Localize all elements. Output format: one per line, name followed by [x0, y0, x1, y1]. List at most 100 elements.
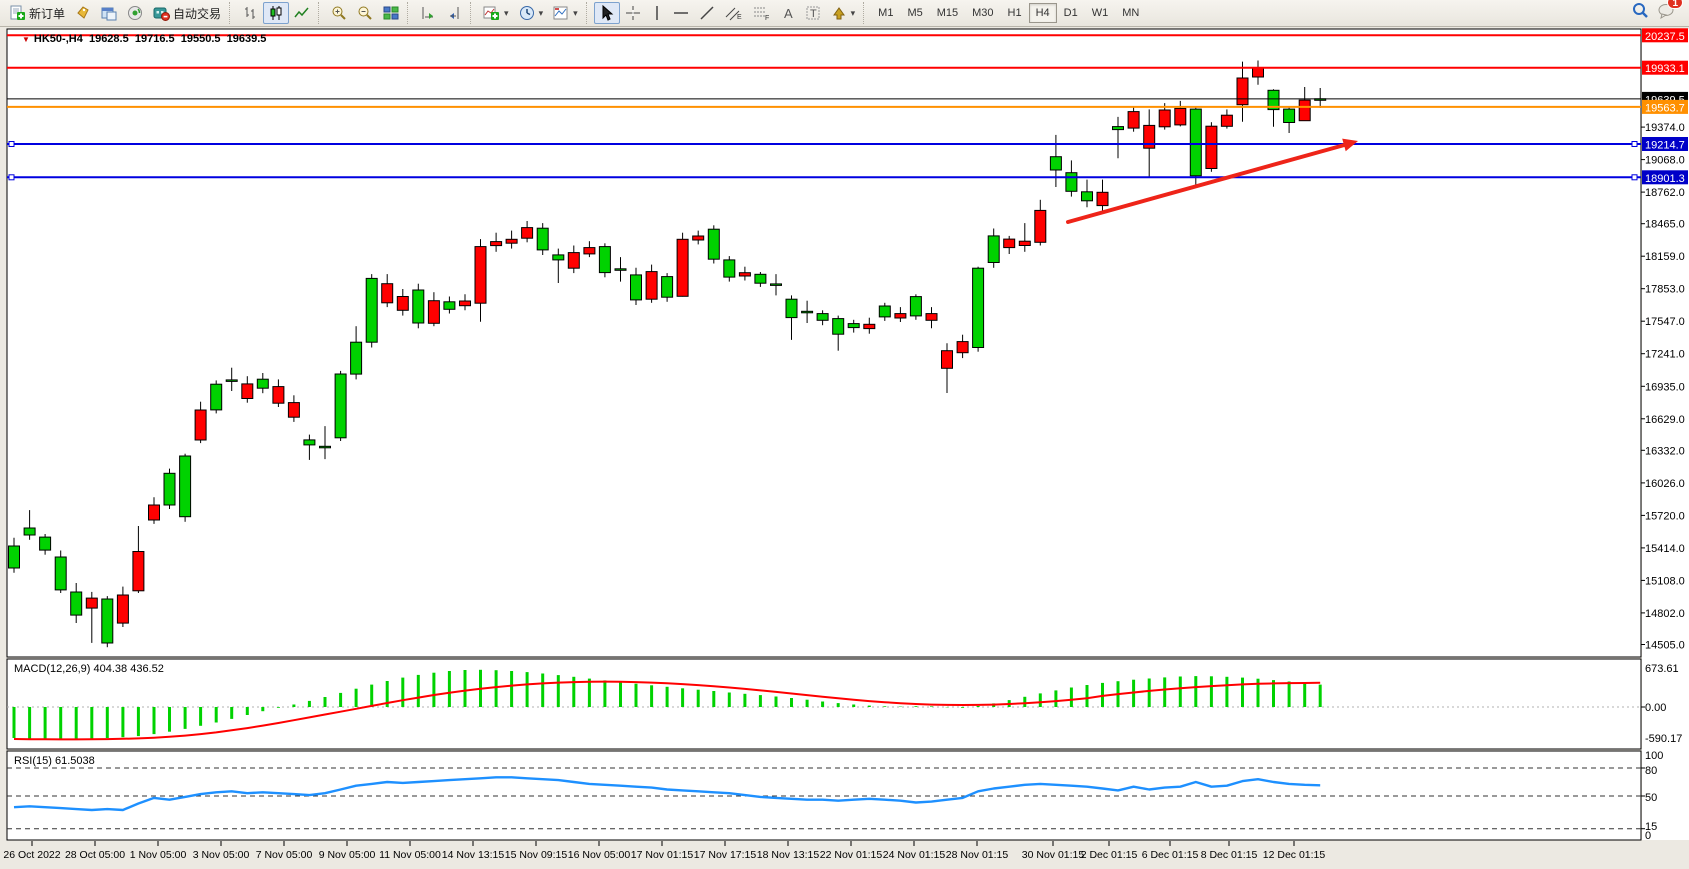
candle-body-up [832, 318, 845, 335]
candle-body-up [878, 305, 891, 318]
arrows-button[interactable]: ▾ [826, 2, 861, 24]
text-button[interactable]: A [776, 2, 800, 24]
timeframe-h4-button[interactable]: H4 [1028, 3, 1057, 23]
candle-body-up [1189, 108, 1202, 177]
candle-body-down [396, 296, 409, 311]
timeframe-h1-button[interactable]: H1 [1007, 7, 1022, 19]
bar-chart-button[interactable] [237, 2, 263, 24]
timeframe-m15-button[interactable]: M15 [936, 7, 959, 19]
candle-body-down [1096, 191, 1109, 207]
rsi-line [13, 776, 1321, 812]
vertical-line-button[interactable] [646, 2, 668, 24]
candlestick-button[interactable] [263, 2, 290, 24]
crosshair-button[interactable] [620, 2, 646, 24]
date-tick-label: 22 Nov 01:15 [820, 849, 883, 861]
hline-handle[interactable] [8, 141, 15, 147]
date-tick-label: 15 Nov 09:15 [505, 849, 568, 861]
timeframe-m5-button[interactable]: M5 [907, 7, 923, 19]
timeframe-m1-button[interactable]: M1 [878, 7, 894, 19]
text-label-button[interactable]: T [800, 2, 826, 24]
candle-body-up [661, 276, 674, 298]
date-tick-label: 30 Nov 01:15 [1022, 849, 1085, 861]
candle-body-down [567, 252, 580, 269]
chart-canvas[interactable]: 19374.0 19068.0 18762.0 18465.0 18159.0 17853… [0, 27, 1689, 864]
timeframe-d1-button[interactable]: D1 [1063, 7, 1078, 19]
symbol-header: ▼ HK50-,H4 19628.5 19716.5 19550.5 19639.… [22, 33, 266, 45]
signal-icon [127, 5, 143, 21]
zoom-out-button[interactable] [352, 2, 378, 24]
trend-arrow-head[interactable] [1342, 138, 1358, 152]
main-chart-panel[interactable] [6, 28, 1642, 658]
linechart-icon [294, 5, 310, 21]
signals-button[interactable] [122, 2, 148, 24]
timeframe-m30-button[interactable]: M30 [972, 7, 994, 19]
candle-body-down [1205, 125, 1218, 169]
auto-trading-button-label: 自动交易 [173, 6, 222, 21]
price-axis-area[interactable] [1642, 29, 1689, 840]
tiles-icon [383, 5, 399, 21]
candle-body-down [941, 350, 953, 369]
channel-icon: E [725, 5, 743, 21]
auto-scroll-button[interactable] [415, 2, 441, 24]
search-icon[interactable] [1632, 2, 1649, 24]
auto-trading-button[interactable]: 自动交易 [148, 2, 226, 24]
templates-button[interactable]: ▾ [548, 2, 583, 24]
candle-body-down [676, 238, 689, 297]
candle-body-up [614, 268, 627, 271]
price-tick-label: 19374.0 [1645, 122, 1685, 134]
symbol-collapse-icon[interactable]: ▼ [22, 35, 30, 44]
timeframe-w1-button[interactable]: W1 [1091, 7, 1109, 19]
candle-body-down [85, 597, 98, 609]
candle-body-up [1081, 191, 1093, 202]
zoom-in-button[interactable] [326, 2, 352, 24]
chart-window[interactable]: 19374.0 19068.0 18762.0 18465.0 18159.0 17853… [0, 27, 1689, 864]
equidistant-channel-button[interactable]: E [720, 2, 748, 24]
chart-shift-button[interactable] [441, 2, 467, 24]
price-badge-label: 19214.7 [1645, 140, 1685, 152]
fibonacci-button[interactable]: F [748, 2, 776, 24]
new-order-button[interactable]: 新订单 [4, 2, 70, 24]
chevron-down-icon[interactable]: ▾ [538, 7, 544, 18]
candle-body-down [583, 247, 596, 255]
notifications-icon[interactable]: 1 [1657, 0, 1683, 24]
cursor-icon [599, 5, 615, 21]
date-tick-label: 12 Dec 01:15 [1263, 849, 1326, 861]
data-window-button[interactable] [96, 2, 122, 24]
price-tick-label: 17853.0 [1645, 284, 1685, 296]
candle-body-up [1283, 108, 1296, 123]
arrows-icon [831, 5, 847, 21]
candle-body-up [225, 379, 238, 382]
autotrade-icon [153, 5, 171, 21]
timeframe-mn-button[interactable]: MN [1122, 7, 1140, 19]
candle-body-down [1220, 114, 1233, 127]
hline-handle[interactable] [1631, 141, 1638, 147]
candle-body-down [1143, 124, 1156, 149]
trend-arrow-line[interactable] [1066, 142, 1350, 224]
svg-text:T: T [810, 8, 817, 20]
chevron-down-icon[interactable]: ▾ [573, 7, 578, 18]
chevron-down-icon[interactable]: ▾ [850, 7, 856, 18]
line-chart-button[interactable] [289, 2, 315, 24]
candle-body-down [287, 402, 300, 418]
market-watch-button[interactable] [70, 2, 96, 24]
tile-windows-button[interactable] [378, 2, 404, 24]
price-badge-label: 19563.7 [1645, 102, 1685, 114]
date-tick-label: 8 Dec 01:15 [1201, 849, 1258, 861]
hline-handle[interactable] [1631, 174, 1638, 181]
chevron-down-icon[interactable]: ▾ [504, 7, 509, 18]
periods-button[interactable]: ▾ [514, 2, 549, 24]
macd-signal-line [13, 680, 1321, 741]
hline-handle[interactable] [8, 174, 15, 181]
horizontal-line-button[interactable] [668, 2, 694, 24]
trendline-button[interactable] [694, 2, 720, 24]
macd-histogram [12, 669, 1322, 739]
price-tick-label: 15108.0 [1645, 575, 1685, 587]
date-tick-label: 7 Nov 05:00 [256, 849, 313, 861]
candle-body-down [521, 227, 534, 239]
indicators-button[interactable]: ▾ [478, 2, 514, 24]
ohlc-high: 19716.5 [134, 33, 175, 45]
svg-text:F: F [765, 15, 769, 21]
cursor-button[interactable] [593, 2, 620, 24]
autoscroll-icon [420, 5, 436, 21]
price-badge-label: 18901.3 [1645, 173, 1685, 185]
